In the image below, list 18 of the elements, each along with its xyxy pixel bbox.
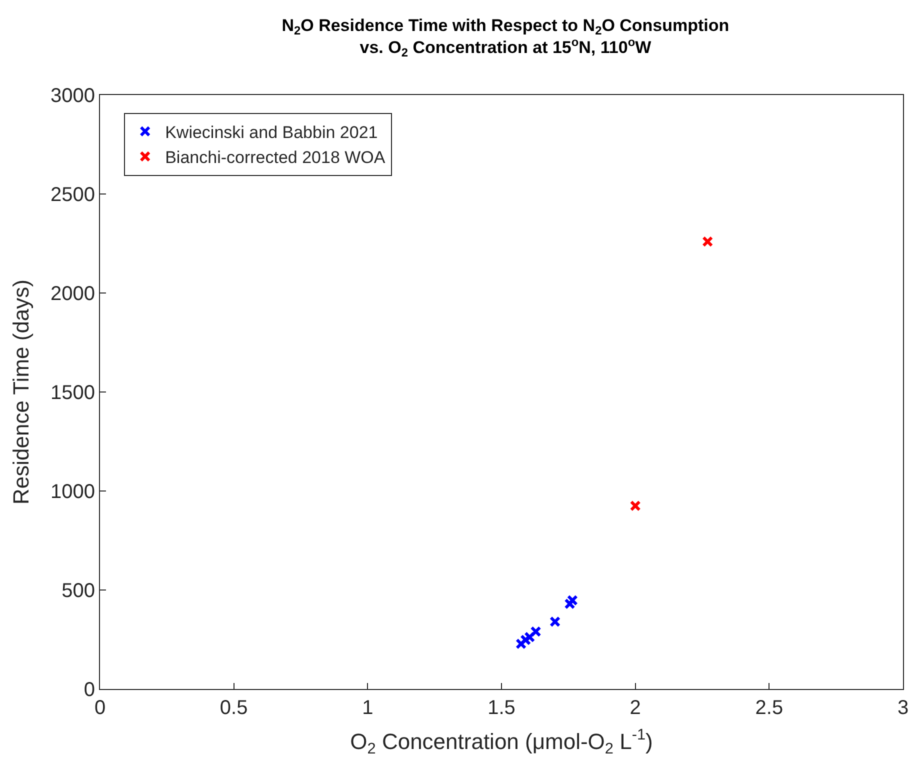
y-tick-label: 0 <box>84 679 95 701</box>
chart-title: N$_{2}$O Residence Time with Respect to N$_{2}$O Consumption vs. O$_{2}$ Concentration at 15$^{o}$N, 110$^{o}$W <box>282 16 730 60</box>
x-tick-label: 2.5 <box>755 697 784 719</box>
y-tick-label: 500 <box>62 580 95 602</box>
x-axis-title: O$_{2}$ Concentration (μmol-O$_{2}$ L$^{-1}$) <box>350 726 653 758</box>
x-tick-label: 0.5 <box>220 697 248 719</box>
x-tick-label: 1.5 <box>488 697 516 719</box>
y-tick-label: 1500 <box>50 382 95 404</box>
x-tick-label: 3 <box>897 697 909 719</box>
x-tick-label: 2 <box>630 697 641 719</box>
legend-label: Kwiecinski and Babbin 2021 <box>165 123 378 142</box>
y-tick-label: 2500 <box>50 184 95 206</box>
y-tick-label: 3000 <box>50 85 95 107</box>
y-tick-label: 1000 <box>50 481 95 503</box>
x-tick-label: 1 <box>362 697 374 719</box>
legend-label: Bianchi-corrected 2018 WOA <box>165 148 386 168</box>
y-axis-title: Residence Time (days) <box>8 280 34 504</box>
y-tick-label: 2000 <box>50 283 95 305</box>
